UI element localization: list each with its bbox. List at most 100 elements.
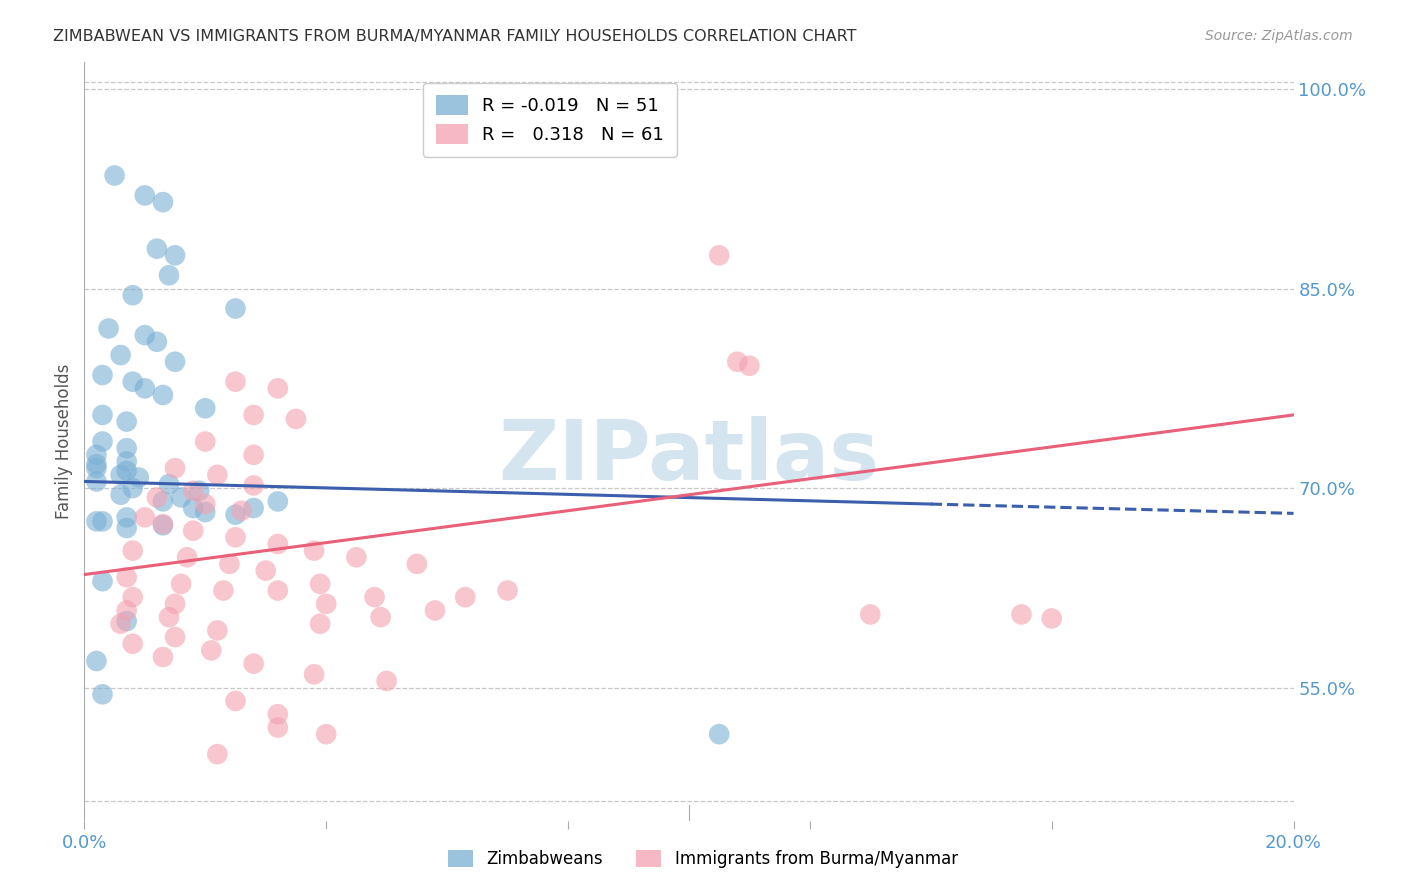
Point [346,550,368,565]
Point [146,491,169,505]
Point [121,288,143,302]
Point [152,650,174,665]
Point [115,570,138,584]
Point [181,483,204,498]
Point [242,478,264,492]
Point [181,501,204,516]
Point [709,727,731,741]
Point [146,242,169,256]
Point [134,510,156,524]
Point [152,388,174,402]
Point [496,583,519,598]
Point [91,408,114,422]
Point [121,637,143,651]
Point [254,564,277,578]
Point [157,610,180,624]
Point [91,514,114,528]
Point [134,381,156,395]
Point [709,248,731,262]
Point [267,537,290,551]
Point [152,518,174,533]
Point [115,441,138,455]
Point [181,524,204,538]
Legend: R = -0.019   N = 51, R =   0.318   N = 61: R = -0.019 N = 51, R = 0.318 N = 61 [423,83,676,157]
Point [165,248,187,262]
Point [267,707,290,722]
Point [110,467,132,482]
Point [1040,611,1063,625]
Text: ZIPatlas: ZIPatlas [499,417,879,497]
Point [115,521,138,535]
Point [267,721,290,735]
Point [423,603,446,617]
Point [91,574,114,589]
Point [207,624,229,638]
Point [115,510,138,524]
Point [285,412,308,426]
Point [725,355,748,369]
Point [157,268,180,283]
Point [115,415,138,429]
Point [859,607,882,622]
Point [91,368,114,382]
Point [121,481,143,495]
Point [242,657,264,671]
Point [165,630,187,644]
Point [267,583,290,598]
Point [86,457,108,471]
Point [115,454,138,468]
Point [152,516,174,531]
Point [225,694,247,708]
Point [225,508,247,522]
Point [375,673,398,688]
Point [267,494,290,508]
Point [738,359,761,373]
Point [152,195,174,210]
Point [152,494,174,508]
Point [225,530,247,544]
Point [267,381,290,395]
Point [121,543,143,558]
Point [242,448,264,462]
Point [207,467,229,482]
Point [309,616,332,631]
Point [115,603,138,617]
Point [86,448,108,462]
Point [454,590,477,604]
Point [225,375,247,389]
Point [170,577,193,591]
Point [104,169,127,183]
Point [302,543,325,558]
Point [370,610,392,624]
Point [91,434,114,449]
Y-axis label: Family Households: Family Households [55,364,73,519]
Point [242,408,264,422]
Point [194,505,217,519]
Point [146,334,169,349]
Point [165,355,187,369]
Point [86,514,108,528]
Text: Source: ZipAtlas.com: Source: ZipAtlas.com [1205,29,1353,43]
Point [1011,607,1033,622]
Point [86,461,108,475]
Point [165,461,187,475]
Point [212,583,235,598]
Point [176,550,198,565]
Point [97,321,120,335]
Point [218,557,240,571]
Point [110,488,132,502]
Point [165,597,187,611]
Point [207,747,229,761]
Point [225,301,247,316]
Point [242,501,264,516]
Point [231,504,253,518]
Point [194,434,217,449]
Point [200,643,222,657]
Legend: Zimbabweans, Immigrants from Burma/Myanmar: Zimbabweans, Immigrants from Burma/Myanm… [441,843,965,875]
Point [309,577,332,591]
Point [134,328,156,343]
Point [315,727,337,741]
Point [134,188,156,202]
Point [406,557,429,571]
Point [194,497,217,511]
